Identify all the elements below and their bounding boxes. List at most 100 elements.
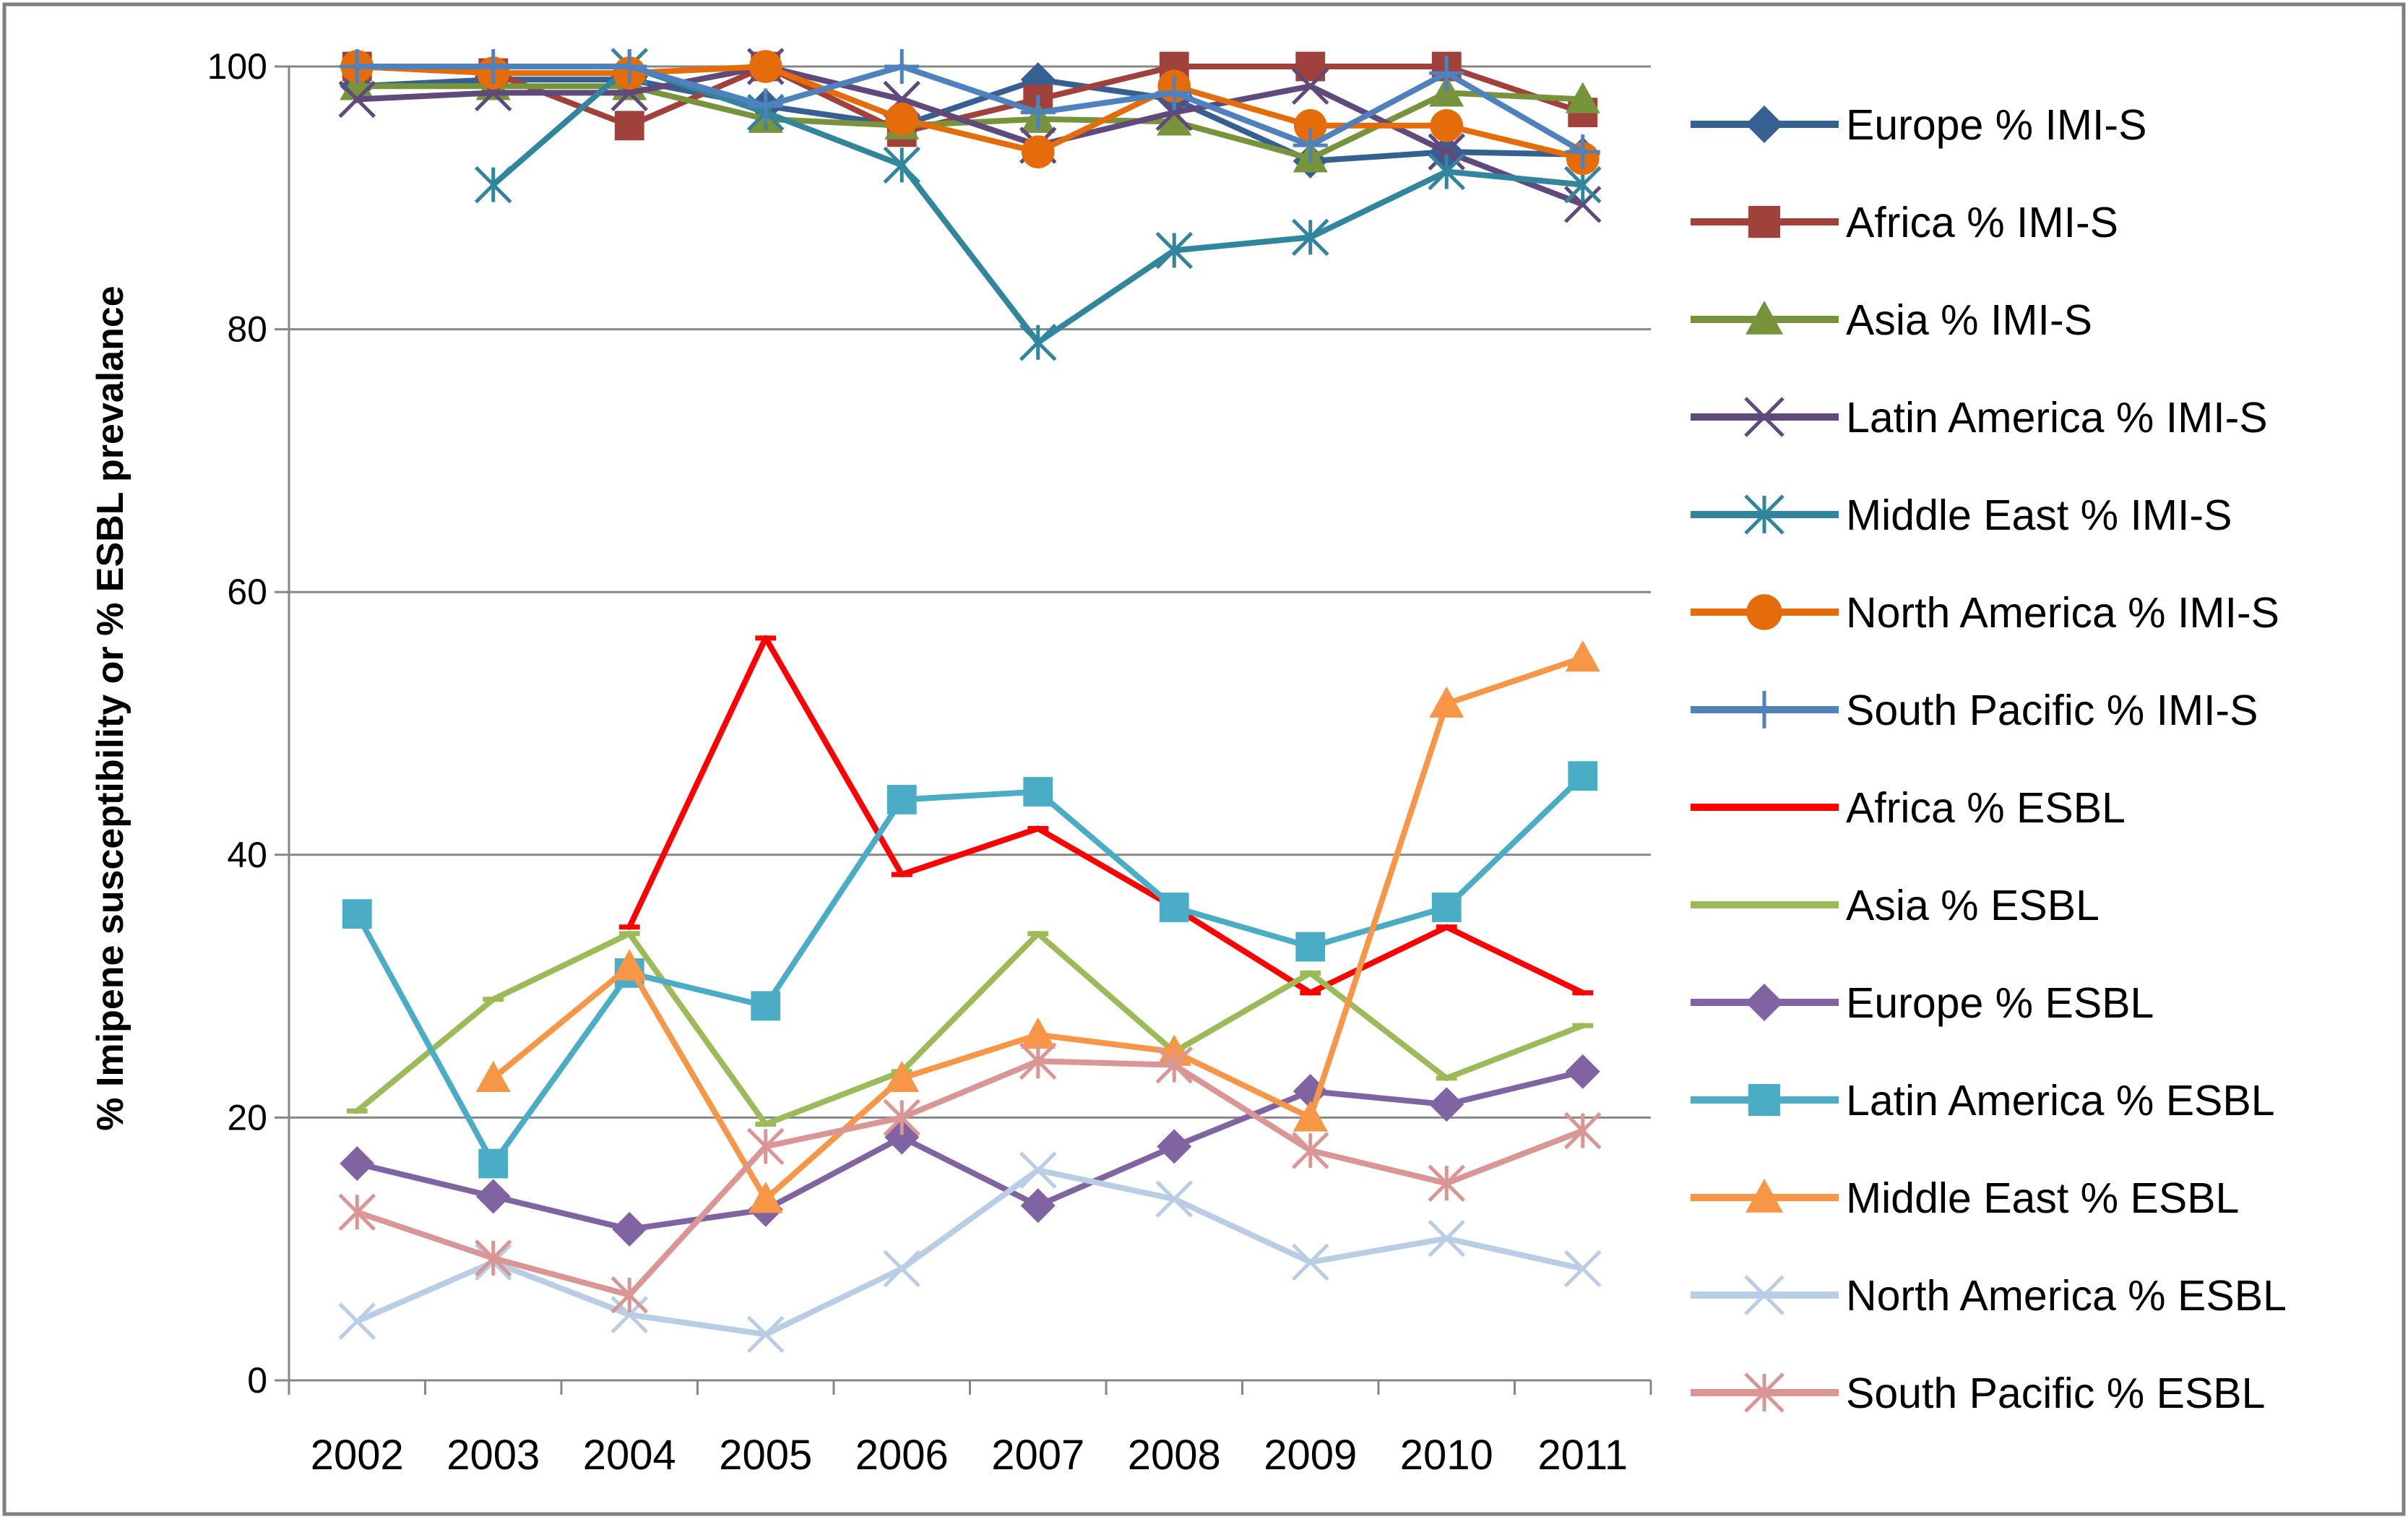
- data-point: [475, 1060, 511, 1093]
- data-point: [338, 1193, 376, 1231]
- data-point: [478, 1148, 509, 1179]
- data-point: [1020, 95, 1056, 130]
- data-point: [1565, 1054, 1600, 1089]
- marker-shape: [1429, 75, 1464, 107]
- legend-item-europe-pct-esbl: Europe % ESBL: [1691, 979, 2154, 1027]
- legend-label: Asia % ESBL: [1846, 882, 2100, 929]
- marker-shape: [746, 1315, 785, 1354]
- marker-shape: [614, 111, 644, 141]
- legend-marker: [1748, 205, 1781, 238]
- data-point: [885, 102, 919, 136]
- x-tick-label: 2003: [446, 1432, 540, 1479]
- series-line: [354, 64, 1586, 135]
- legend-marker: [1745, 1179, 1783, 1213]
- marker-shape: [1429, 1087, 1464, 1122]
- legend-label: Asia % IMI-S: [1846, 296, 2092, 344]
- data-point: [886, 785, 917, 814]
- marker-shape: [478, 1148, 509, 1179]
- marker-shape: [1748, 205, 1781, 238]
- data-point: [1291, 218, 1329, 257]
- marker-shape: [610, 1296, 649, 1333]
- marker-shape: [1291, 67, 1329, 106]
- legend-marker: [1744, 1372, 1785, 1413]
- legend-marker: [1744, 494, 1785, 535]
- marker-shape: [475, 1060, 511, 1093]
- data-point: [338, 80, 376, 119]
- data-point: [748, 1182, 783, 1213]
- marker-shape: [1023, 777, 1053, 807]
- data-point: [474, 165, 512, 204]
- data-point: [883, 146, 921, 184]
- data-point: [342, 899, 372, 929]
- legend-label: Middle East % ESBL: [1846, 1174, 2239, 1222]
- legend-item-africa-pct-imi-s: Africa % IMI-S: [1691, 199, 2118, 246]
- series-line: [354, 64, 1586, 207]
- marker-shape: [1428, 1219, 1466, 1257]
- legend-label: Latin America % ESBL: [1846, 1077, 2275, 1125]
- x-tick-label: 2005: [719, 1432, 812, 1479]
- legend-label: South Pacific % ESBL: [1846, 1370, 2265, 1417]
- x-tick-label: 2006: [855, 1432, 949, 1479]
- data-point: [1429, 56, 1464, 91]
- data-point: [1568, 761, 1598, 791]
- legend-marker: [1748, 1083, 1781, 1117]
- data-point: [1019, 1151, 1057, 1189]
- data-point: [884, 49, 920, 84]
- data-point: [1428, 1219, 1466, 1257]
- marker-shape: [748, 50, 782, 83]
- data-point: [1157, 75, 1192, 111]
- data-point: [1291, 1243, 1329, 1281]
- data-point: [748, 50, 782, 83]
- data-point: [1428, 1164, 1466, 1203]
- marker-shape: [748, 1182, 783, 1213]
- data-point: [612, 49, 647, 84]
- data-point: [746, 1315, 785, 1354]
- data-point: [1291, 1132, 1329, 1169]
- data-point: [340, 1146, 375, 1182]
- marker-shape: [1565, 82, 1600, 113]
- legend-marker: [1746, 594, 1782, 630]
- marker-shape: [1745, 1179, 1783, 1213]
- marker-shape: [1020, 1017, 1056, 1049]
- x-tick-label: 2007: [991, 1432, 1084, 1479]
- series-europe-pct-esbl: [340, 1054, 1600, 1247]
- data-point: [1431, 893, 1462, 922]
- series-line: [354, 1068, 1586, 1232]
- data-point: [1565, 82, 1600, 113]
- data-point: [614, 111, 644, 141]
- marker-shape: [1745, 301, 1783, 335]
- series-line: [354, 1058, 1586, 1298]
- marker-shape: [342, 899, 372, 929]
- data-point: [475, 49, 511, 84]
- data-point: [1565, 640, 1600, 672]
- data-point: [1428, 152, 1466, 191]
- x-tick-label: 2002: [311, 1432, 404, 1479]
- marker-shape: [1159, 893, 1189, 922]
- legend-label: South Pacific % IMI-S: [1846, 687, 2258, 734]
- data-point: [1291, 67, 1329, 106]
- data-point: [1155, 1046, 1194, 1084]
- data-point: [1429, 1087, 1464, 1122]
- data-point: [1428, 133, 1466, 171]
- marker-shape: [1293, 109, 1327, 142]
- legend-item-north-america-pct-imi-s: North America % IMI-S: [1691, 589, 2279, 637]
- legend-item-asia-pct-esbl: Asia % ESBL: [1691, 882, 2100, 929]
- data-point: [1159, 893, 1189, 922]
- marker-shape: [885, 102, 919, 136]
- data-point: [746, 1127, 785, 1166]
- legend-label: North America % ESBL: [1846, 1272, 2287, 1320]
- legend-item-north-america-pct-esbl: North America % ESBL: [1691, 1272, 2287, 1320]
- data-point: [474, 1239, 512, 1277]
- marker-shape: [1430, 109, 1464, 142]
- marker-shape: [1291, 1243, 1329, 1281]
- marker-shape: [1157, 104, 1192, 136]
- y-axis-label: % Imipene susceptibility or % ESBL preva…: [90, 285, 131, 1130]
- data-point: [1295, 932, 1326, 962]
- data-point: [751, 991, 781, 1021]
- y-tick-label: 40: [227, 835, 267, 875]
- data-point: [475, 1179, 511, 1214]
- legend-marker: [1745, 691, 1783, 728]
- legend-item-europe-pct-imi-s: Europe % IMI-S: [1691, 101, 2146, 149]
- data-point: [1019, 1042, 1057, 1080]
